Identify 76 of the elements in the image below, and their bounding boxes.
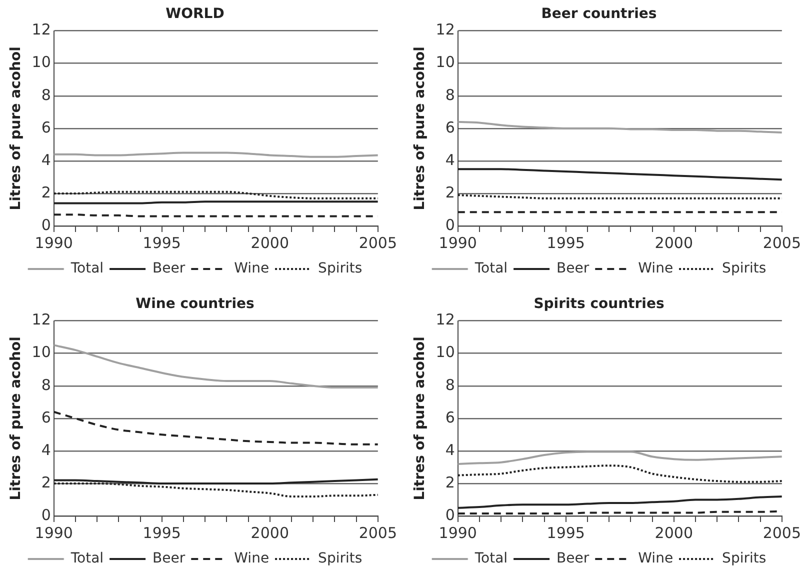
y-tick-label: 12 [32,310,51,329]
line-series [54,344,378,388]
x-tick-label: 1995 [546,234,585,252]
y-tick-label: 6 [445,118,455,136]
line-series [458,450,782,465]
y-tick-label: 12 [32,20,51,39]
legend-label: Spirits [318,550,362,567]
line-series [458,495,782,509]
x-tick-label: 1990 [34,524,73,542]
y-tick-label: 0 [41,506,51,524]
legend-label: Beer [152,260,186,277]
chart-title: WORLD [166,6,224,22]
legend-label: Beer [556,260,590,277]
y-tick-label: 8 [41,376,51,394]
y-tick-label: 10 [32,343,51,362]
x-tick-label: 2000 [654,524,693,542]
x-tick-label: 2000 [654,234,693,252]
x-tick-label: 2005 [762,524,802,542]
line-series [54,482,378,498]
x-tick-label: 1990 [438,234,477,252]
y-tick-label: 2 [41,183,51,202]
y-axis-title: Litres of pure acohol [412,46,428,210]
x-tick-label: 2005 [358,524,398,542]
y-tick-label: 10 [436,53,455,72]
y-axis-title: Litres of pure acohol [412,336,428,500]
y-tick-label: 8 [445,86,455,104]
line-series [458,168,782,181]
y-tick-label: 6 [41,118,51,136]
x-tick-label: 2005 [358,234,398,252]
x-tick-label: 1990 [438,524,477,542]
legend-label: Wine [234,260,270,277]
legend-label: Wine [638,260,674,277]
legend-label: Total [70,260,104,277]
line-series [458,120,782,134]
chart-title: Beer countries [541,6,657,22]
y-tick-label: 2 [445,183,455,202]
y-tick-label: 12 [436,20,455,39]
x-tick-label: 1995 [142,524,181,542]
y-tick-label: 4 [445,440,455,459]
line-series [54,410,378,446]
x-tick-label: 2000 [250,234,289,252]
y-tick-label: 10 [32,53,51,72]
y-tick-label: 2 [445,473,455,492]
legend-label: Total [474,260,508,277]
y-tick-label: 6 [41,408,51,426]
legend-label: Spirits [722,550,766,567]
y-tick-label: 8 [445,376,455,394]
y-tick-label: 12 [436,310,455,329]
y-tick-label: 2 [41,473,51,492]
chart-title: Wine countries [136,296,254,312]
y-tick-label: 0 [445,216,455,234]
x-tick-label: 2000 [250,524,289,542]
legend-label: Wine [234,550,270,567]
y-tick-label: 4 [41,150,51,169]
x-tick-label: 1995 [142,234,181,252]
x-tick-label: 1990 [34,234,73,252]
y-tick-label: 4 [445,150,455,169]
legend-label: Total [474,550,508,567]
y-tick-label: 6 [445,408,455,426]
y-tick-label: 10 [436,343,455,362]
y-axis-title: Litres of pure acohol [8,46,24,210]
line-series [458,464,782,483]
legend-label: Beer [556,550,590,567]
legend-label: Beer [152,550,186,567]
y-axis-title: Litres of pure acohol [8,336,24,500]
legend-label: Wine [638,550,674,567]
y-tick-label: 0 [41,216,51,234]
chart-title: Spirits countries [534,296,664,312]
legend-label: Total [70,550,104,567]
y-tick-label: 8 [41,86,51,104]
y-tick-label: 4 [41,440,51,459]
legend-label: Spirits [722,260,766,277]
y-tick-label: 0 [445,506,455,524]
x-tick-label: 1995 [546,524,585,542]
legend-label: Spirits [318,260,362,277]
x-tick-label: 2005 [762,234,802,252]
